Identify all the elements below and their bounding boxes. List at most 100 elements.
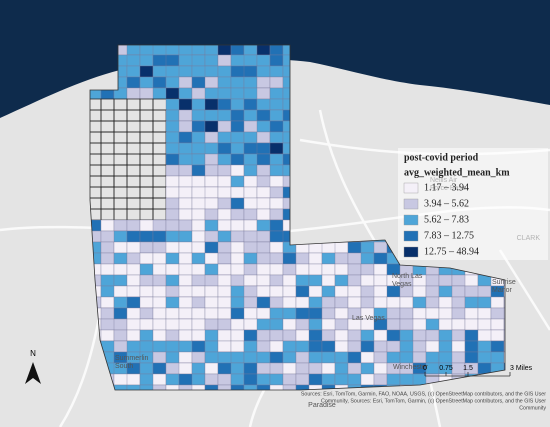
tract bbox=[334, 384, 349, 390]
tract bbox=[217, 252, 232, 265]
tract bbox=[217, 219, 232, 232]
tract bbox=[230, 340, 245, 353]
tract bbox=[282, 274, 297, 287]
tract bbox=[152, 307, 167, 320]
tract bbox=[191, 362, 206, 375]
tract bbox=[100, 307, 115, 320]
tract bbox=[243, 263, 258, 276]
tract bbox=[425, 307, 440, 320]
tract bbox=[360, 263, 375, 276]
tract bbox=[126, 384, 141, 390]
tract bbox=[165, 263, 180, 276]
tract bbox=[256, 296, 271, 309]
tract bbox=[191, 285, 206, 298]
tract bbox=[191, 252, 206, 265]
tract bbox=[178, 164, 193, 177]
scale-bar: 0 0.75 1.5 3 Miles bbox=[423, 365, 533, 377]
tract bbox=[230, 142, 245, 155]
tract bbox=[165, 131, 180, 144]
tract bbox=[178, 252, 193, 265]
tract bbox=[126, 274, 141, 287]
tract bbox=[425, 296, 440, 309]
tract bbox=[282, 285, 297, 298]
tract bbox=[152, 76, 167, 89]
tract bbox=[178, 208, 193, 221]
tract bbox=[308, 274, 323, 287]
tract bbox=[256, 131, 271, 144]
tract bbox=[295, 340, 310, 353]
tract bbox=[165, 153, 180, 166]
tract bbox=[438, 296, 453, 309]
tract bbox=[399, 329, 414, 342]
tract bbox=[217, 98, 232, 111]
tract bbox=[334, 351, 349, 364]
tract bbox=[269, 54, 284, 67]
tract bbox=[282, 318, 297, 331]
tract bbox=[282, 384, 297, 390]
tract bbox=[243, 65, 258, 78]
tract bbox=[230, 45, 245, 56]
tract bbox=[204, 307, 219, 320]
tract bbox=[295, 384, 310, 390]
tract bbox=[477, 307, 492, 320]
tract bbox=[490, 318, 505, 331]
tract bbox=[269, 109, 284, 122]
tract bbox=[204, 164, 219, 177]
tract bbox=[204, 76, 219, 89]
tract bbox=[165, 252, 180, 265]
tract bbox=[269, 318, 284, 331]
tract bbox=[360, 296, 375, 309]
tract bbox=[438, 318, 453, 331]
tract bbox=[256, 373, 271, 386]
tract bbox=[269, 263, 284, 276]
tract bbox=[464, 329, 479, 342]
tract bbox=[412, 296, 427, 309]
tract bbox=[503, 307, 505, 320]
tract bbox=[334, 373, 349, 386]
tract bbox=[152, 296, 167, 309]
tract bbox=[204, 329, 219, 342]
tract bbox=[360, 373, 375, 386]
tract bbox=[321, 296, 336, 309]
tract bbox=[217, 197, 232, 210]
tract bbox=[321, 307, 336, 320]
tract bbox=[178, 351, 193, 364]
tract bbox=[334, 285, 349, 298]
tract bbox=[464, 274, 479, 287]
legend-swatch bbox=[403, 214, 419, 226]
place-label: Vegas bbox=[392, 281, 412, 288]
tract bbox=[230, 175, 245, 188]
tract bbox=[503, 340, 505, 353]
tract bbox=[191, 208, 206, 221]
tract bbox=[230, 109, 245, 122]
tract bbox=[438, 340, 453, 353]
tract bbox=[243, 109, 258, 122]
tract bbox=[230, 98, 245, 111]
tract bbox=[269, 351, 284, 364]
tract bbox=[269, 65, 284, 78]
tract bbox=[126, 285, 141, 298]
tract bbox=[243, 362, 258, 375]
tract bbox=[100, 329, 115, 342]
tract bbox=[347, 340, 362, 353]
tract bbox=[490, 351, 505, 364]
tract bbox=[373, 373, 388, 386]
tract bbox=[308, 318, 323, 331]
tract bbox=[217, 230, 232, 243]
scale-label: 0 bbox=[423, 365, 427, 372]
tract bbox=[217, 109, 232, 122]
tract bbox=[243, 164, 258, 177]
tract bbox=[347, 263, 362, 276]
tract bbox=[425, 329, 440, 342]
tract bbox=[373, 351, 388, 364]
tract bbox=[386, 307, 401, 320]
tract bbox=[152, 351, 167, 364]
tract bbox=[282, 252, 297, 265]
tract bbox=[165, 109, 180, 122]
tract bbox=[139, 65, 154, 78]
tract bbox=[204, 373, 219, 386]
legend-box bbox=[398, 148, 548, 260]
tract bbox=[243, 45, 258, 56]
tract bbox=[178, 307, 193, 320]
tract bbox=[490, 329, 505, 342]
